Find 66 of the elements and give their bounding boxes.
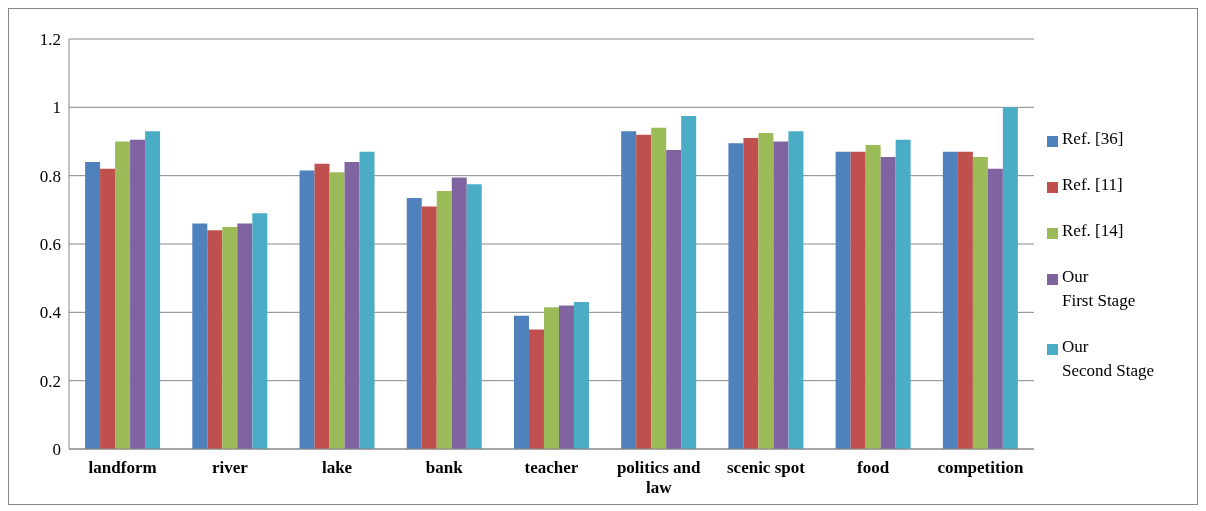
bar xyxy=(421,206,437,449)
x-tick-label: politics and law xyxy=(616,458,702,497)
bar xyxy=(758,132,774,449)
y-tick-label: 0.6 xyxy=(39,235,61,255)
bar xyxy=(344,162,360,449)
bar xyxy=(513,315,529,449)
bar xyxy=(1002,107,1018,449)
bar xyxy=(621,131,637,449)
x-tick-label: bank xyxy=(425,458,464,477)
bar xyxy=(222,226,238,449)
bar xyxy=(314,163,330,449)
bar xyxy=(865,144,881,449)
legend-label: Ref. [14] xyxy=(1062,219,1124,242)
x-tick-label: landform xyxy=(88,458,157,477)
legend-label: Ref. [11] xyxy=(1062,173,1123,196)
bar xyxy=(192,223,208,449)
bar xyxy=(987,168,1003,449)
y-tick-label: 1 xyxy=(52,98,61,118)
bar xyxy=(329,172,345,449)
x-tick-label: lake xyxy=(321,458,353,477)
legend-label: Ref. [36] xyxy=(1062,127,1124,150)
bar xyxy=(880,156,896,449)
legend-label: Our First Stage xyxy=(1062,265,1136,312)
bar xyxy=(666,150,682,449)
bar xyxy=(942,151,958,449)
bar xyxy=(651,127,667,449)
bar xyxy=(145,131,161,449)
bar xyxy=(850,151,866,449)
bar xyxy=(299,170,315,449)
bar xyxy=(835,151,851,449)
bar xyxy=(788,131,804,449)
bar xyxy=(406,197,422,449)
bar xyxy=(359,151,375,449)
bar xyxy=(466,184,482,449)
bar xyxy=(558,305,574,449)
x-tick-label: food xyxy=(857,458,890,477)
y-tick-label: 0.4 xyxy=(39,303,62,323)
bar xyxy=(543,307,559,449)
y-tick-label: 0.8 xyxy=(39,166,61,186)
bar xyxy=(681,115,697,449)
bar xyxy=(636,134,652,449)
x-tick-label: scenic spot xyxy=(726,458,806,477)
bar xyxy=(972,156,988,449)
bar xyxy=(957,151,973,449)
bar xyxy=(207,230,223,449)
legend-label: Our Second Stage xyxy=(1062,335,1155,382)
bar xyxy=(115,141,131,449)
bar xyxy=(85,162,101,449)
bar xyxy=(573,302,589,449)
bar xyxy=(451,177,467,449)
x-tick-label: competition xyxy=(937,458,1024,477)
x-tick-label: teacher xyxy=(524,458,579,477)
bar xyxy=(743,138,759,449)
bar xyxy=(895,139,911,449)
bar xyxy=(436,191,452,449)
bar xyxy=(130,139,146,449)
bar xyxy=(100,168,116,449)
bar xyxy=(237,223,253,449)
x-tick-label: river xyxy=(211,458,249,477)
y-tick-label: 0 xyxy=(52,440,61,460)
y-tick-label: 0.2 xyxy=(39,371,61,391)
bar xyxy=(528,329,544,449)
bar xyxy=(728,143,744,449)
bar xyxy=(773,141,789,449)
y-tick-label: 1.2 xyxy=(39,30,61,50)
bar xyxy=(252,213,268,449)
